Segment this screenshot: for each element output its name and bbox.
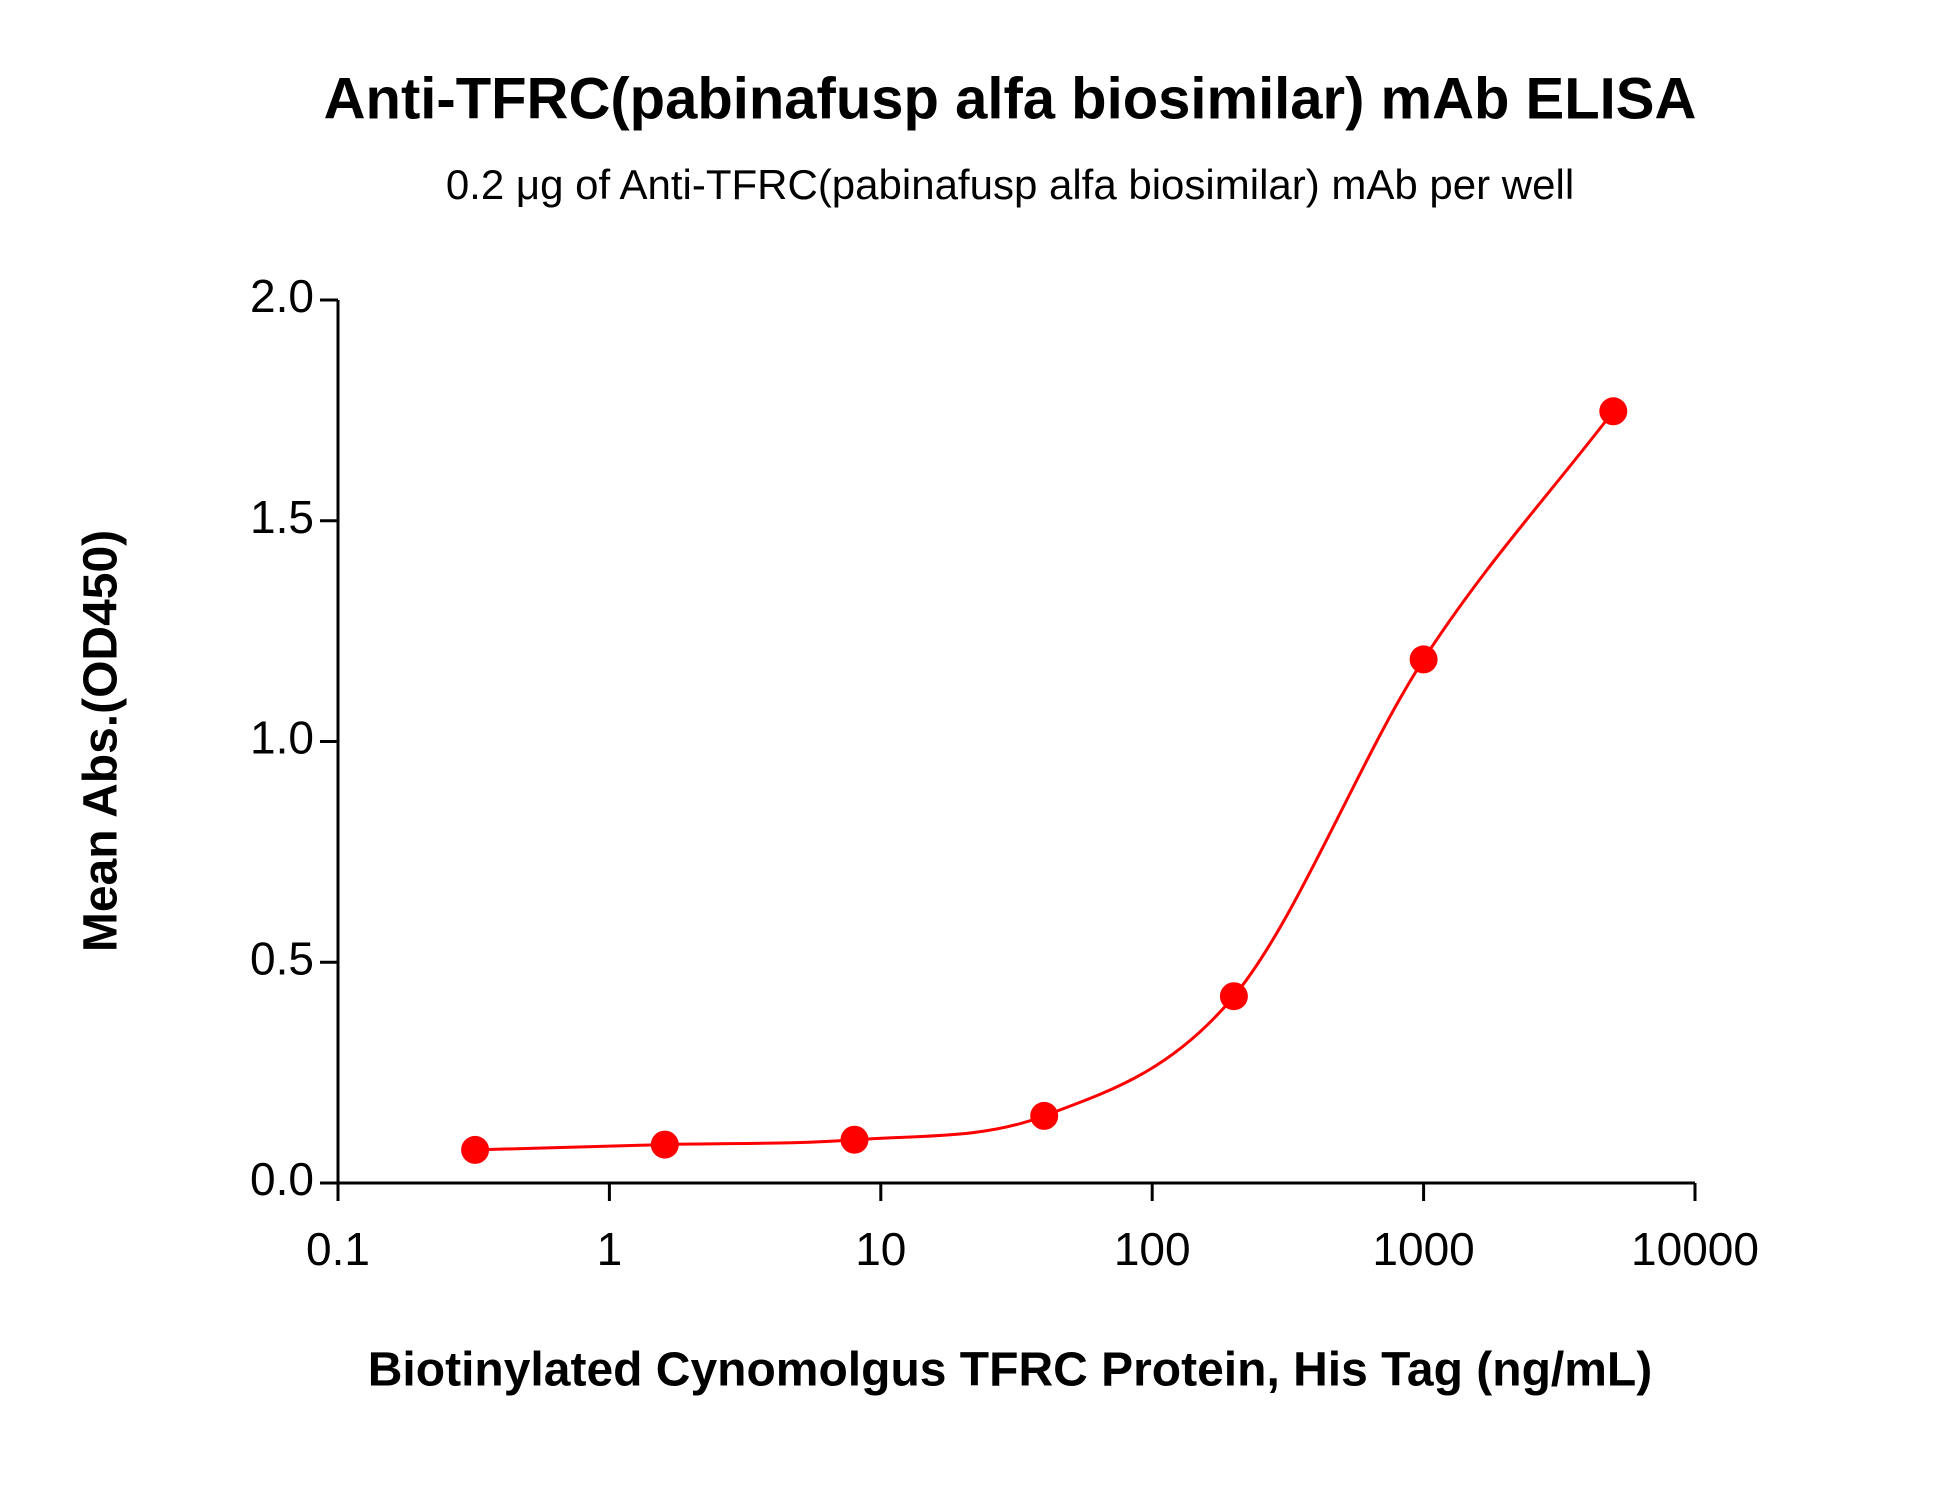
data-point [461,1135,490,1164]
y-tick-label: 1.5 [250,491,314,543]
y-tick-label: 1.0 [250,712,314,764]
y-axis-label: Mean Abs.(OD450) [75,530,128,952]
x-axis-label: Biotinylated Cynomolgus TFRC Protein, Hi… [368,1344,1652,1397]
y-tick-label: 0.5 [250,932,314,984]
data-point [1409,645,1438,674]
x-tick-label: 1 [597,1223,623,1275]
chart-subtitle: 0.2 μg of Anti-TFRC(pabinafusp alfa bios… [446,161,1574,208]
x-tick-label: 0.1 [306,1223,370,1275]
y-tick-label: 2.0 [250,270,314,322]
x-tick-label: 100 [1114,1223,1191,1275]
data-point [1030,1101,1059,1130]
x-tick-label: 10 [855,1223,906,1275]
y-tick-label: 0.0 [250,1153,314,1205]
fit-curve [475,410,1615,1152]
chart-title: Anti-TFRC(pabinafusp alfa biosimilar) mA… [324,66,1697,131]
data-point [840,1125,869,1154]
data-point [1219,982,1248,1011]
data-point [1599,397,1628,426]
data-point [650,1130,679,1159]
x-tick-label: 1000 [1372,1223,1474,1275]
x-tick-label: 10000 [1631,1223,1759,1275]
